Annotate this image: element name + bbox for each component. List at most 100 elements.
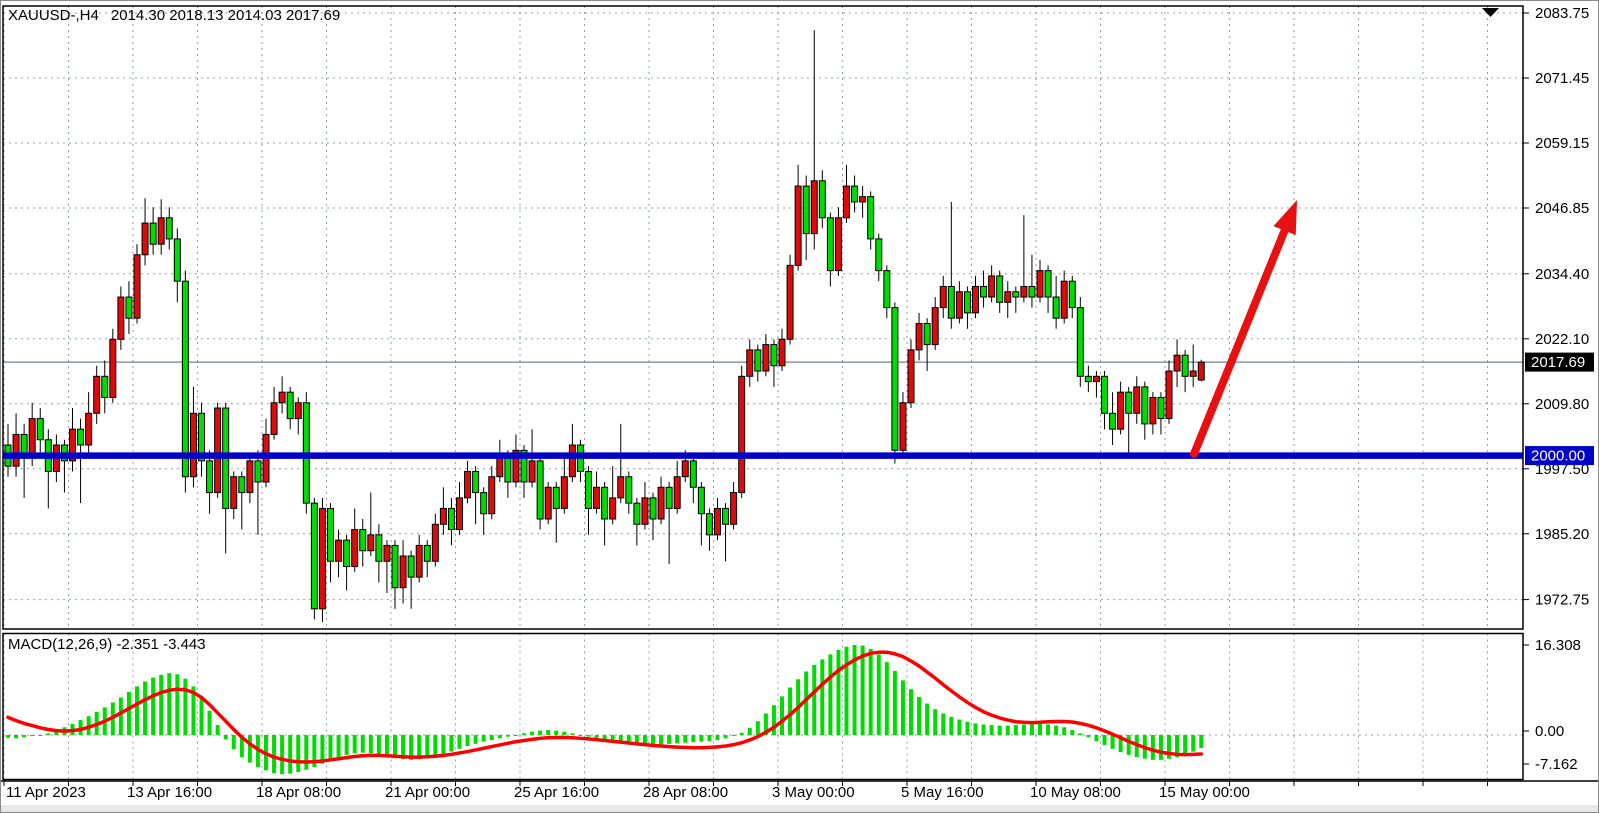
macd-histogram-bar bbox=[925, 703, 930, 735]
macd-histogram-bar bbox=[618, 735, 623, 743]
price-axis[interactable]: 2083.75 2071.45 2059.15 2046.85 2034.40 2022.… bbox=[1523, 5, 1589, 609]
macd-histogram-bar bbox=[1038, 723, 1042, 735]
macd-histogram-bar bbox=[30, 735, 35, 737]
arrow-head-icon[interactable] bbox=[1273, 200, 1297, 236]
macd-histogram-bar bbox=[376, 735, 381, 755]
candle-body-bear bbox=[601, 486, 609, 520]
time-axis-label: 11 Apr 2023 bbox=[6, 784, 86, 801]
price-axis-label: 1972.75 bbox=[1535, 592, 1589, 609]
candle-body-bull bbox=[843, 185, 850, 219]
macd-histogram-bar bbox=[126, 691, 131, 735]
macd-histogram-bar bbox=[513, 735, 518, 736]
candle-body-bear bbox=[36, 418, 44, 441]
candle-body-bear bbox=[1157, 396, 1165, 420]
macd-histogram-bar bbox=[481, 735, 486, 742]
trend-arrow[interactable] bbox=[1190, 200, 1297, 458]
candle-body-bull bbox=[794, 185, 802, 266]
candle-body-bear bbox=[472, 470, 480, 494]
candle-body-bull bbox=[230, 476, 238, 509]
macd-histogram bbox=[6, 644, 1204, 775]
candle-body-bear bbox=[1068, 280, 1076, 309]
candle-body-bear bbox=[633, 502, 641, 525]
macd-histogram-bar bbox=[223, 735, 228, 740]
candle-body-bear bbox=[238, 476, 246, 494]
price-axis-label: 2083.75 bbox=[1535, 5, 1589, 22]
candle-body-bull bbox=[762, 344, 770, 372]
macd-histogram-bar bbox=[788, 687, 793, 735]
candle-body-bear bbox=[520, 449, 528, 483]
candle-body-bear bbox=[1141, 386, 1149, 425]
macd-histogram-bar bbox=[973, 723, 978, 735]
candle-body-bear bbox=[1012, 291, 1020, 298]
candle-body-bear bbox=[286, 391, 294, 420]
candle-body-bull bbox=[657, 486, 665, 520]
macd-histogram-bar bbox=[586, 735, 591, 737]
candle-body-bull bbox=[399, 555, 407, 589]
candle-body-bull bbox=[318, 507, 326, 610]
price-axis-label: 2009.80 bbox=[1535, 396, 1589, 413]
time-axis[interactable]: 11 Apr 2023 13 Apr 16:00 18 Apr 08:00 21 Ap… bbox=[6, 784, 1250, 801]
time-axis-label: 10 May 08:00 bbox=[1030, 784, 1121, 801]
hline-price-tag-text: 2000.00 bbox=[1531, 448, 1585, 465]
candle-body-bear bbox=[883, 270, 891, 309]
macd-histogram-bar bbox=[1102, 735, 1107, 745]
candle-body-bear bbox=[689, 460, 697, 488]
macd-histogram-bar bbox=[433, 735, 438, 757]
candle-body-bear bbox=[407, 555, 415, 578]
candle-body-bull bbox=[246, 460, 254, 494]
macd-histogram-bar bbox=[965, 721, 970, 735]
candle-body-bear bbox=[552, 486, 560, 509]
candle-body-bull bbox=[488, 476, 496, 515]
macd-histogram-bar bbox=[425, 735, 430, 759]
arrow-shaft[interactable] bbox=[1190, 221, 1291, 458]
time-axis-label: 28 Apr 08:00 bbox=[643, 784, 728, 801]
macd-histogram-bar bbox=[868, 648, 873, 735]
macd-histogram-bar bbox=[941, 713, 946, 735]
macd-histogram-bar bbox=[1086, 735, 1091, 738]
candle-body-bear bbox=[423, 544, 431, 562]
macd-histogram-bar bbox=[989, 725, 994, 735]
candle-body-bear bbox=[480, 492, 488, 515]
macd-histogram-bar bbox=[183, 678, 188, 735]
candle-body-bear bbox=[149, 222, 157, 245]
macd-histogram-bar bbox=[14, 735, 19, 739]
candle-body-bear bbox=[536, 460, 544, 520]
macd-histogram-bar bbox=[135, 686, 139, 735]
candle-body-bull bbox=[988, 275, 996, 298]
macd-histogram-bar bbox=[1070, 730, 1075, 735]
macd-histogram-bar bbox=[1150, 735, 1155, 760]
candle-body-bear bbox=[206, 460, 214, 494]
macd-histogram-bar bbox=[538, 730, 543, 735]
horizontal-line-object[interactable] bbox=[3, 452, 1523, 459]
macd-histogram-bar bbox=[401, 735, 406, 760]
candle-body-bull bbox=[117, 296, 125, 340]
macd-histogram-bar bbox=[207, 710, 212, 735]
macd-histogram-bar bbox=[449, 735, 454, 752]
macd-histogram-bar bbox=[852, 644, 857, 735]
candle-body-bear bbox=[802, 185, 810, 235]
candle-body-bull bbox=[351, 529, 359, 568]
price-axis-label: 2059.15 bbox=[1535, 135, 1589, 152]
macd-histogram-bar bbox=[368, 735, 373, 754]
candle-body-bear bbox=[996, 275, 1004, 303]
candle-body-bull bbox=[133, 254, 141, 319]
macd-axis[interactable]: 16.308 0.00 -7.162 bbox=[1523, 637, 1581, 773]
main-plot-area[interactable] bbox=[3, 6, 1523, 629]
macd-histogram-bar bbox=[231, 735, 236, 750]
support-line-2000[interactable] bbox=[3, 452, 1523, 459]
macd-histogram-bar bbox=[804, 671, 809, 735]
time-axis-label: 13 Apr 16:00 bbox=[127, 784, 212, 801]
candle-body-bull bbox=[512, 449, 520, 483]
macd-histogram-bar bbox=[546, 730, 551, 735]
macd-plot-area[interactable] bbox=[3, 633, 1523, 780]
macd-histogram-bar bbox=[884, 662, 889, 735]
candle-body-bull bbox=[28, 418, 36, 457]
candle-body-bull bbox=[1092, 375, 1100, 383]
macd-panel-border bbox=[2, 632, 1524, 781]
candle-body-bear bbox=[447, 507, 455, 531]
macd-histogram-bar bbox=[280, 735, 285, 775]
candle-body-bear bbox=[947, 285, 955, 319]
candle-body-bear bbox=[165, 217, 173, 240]
